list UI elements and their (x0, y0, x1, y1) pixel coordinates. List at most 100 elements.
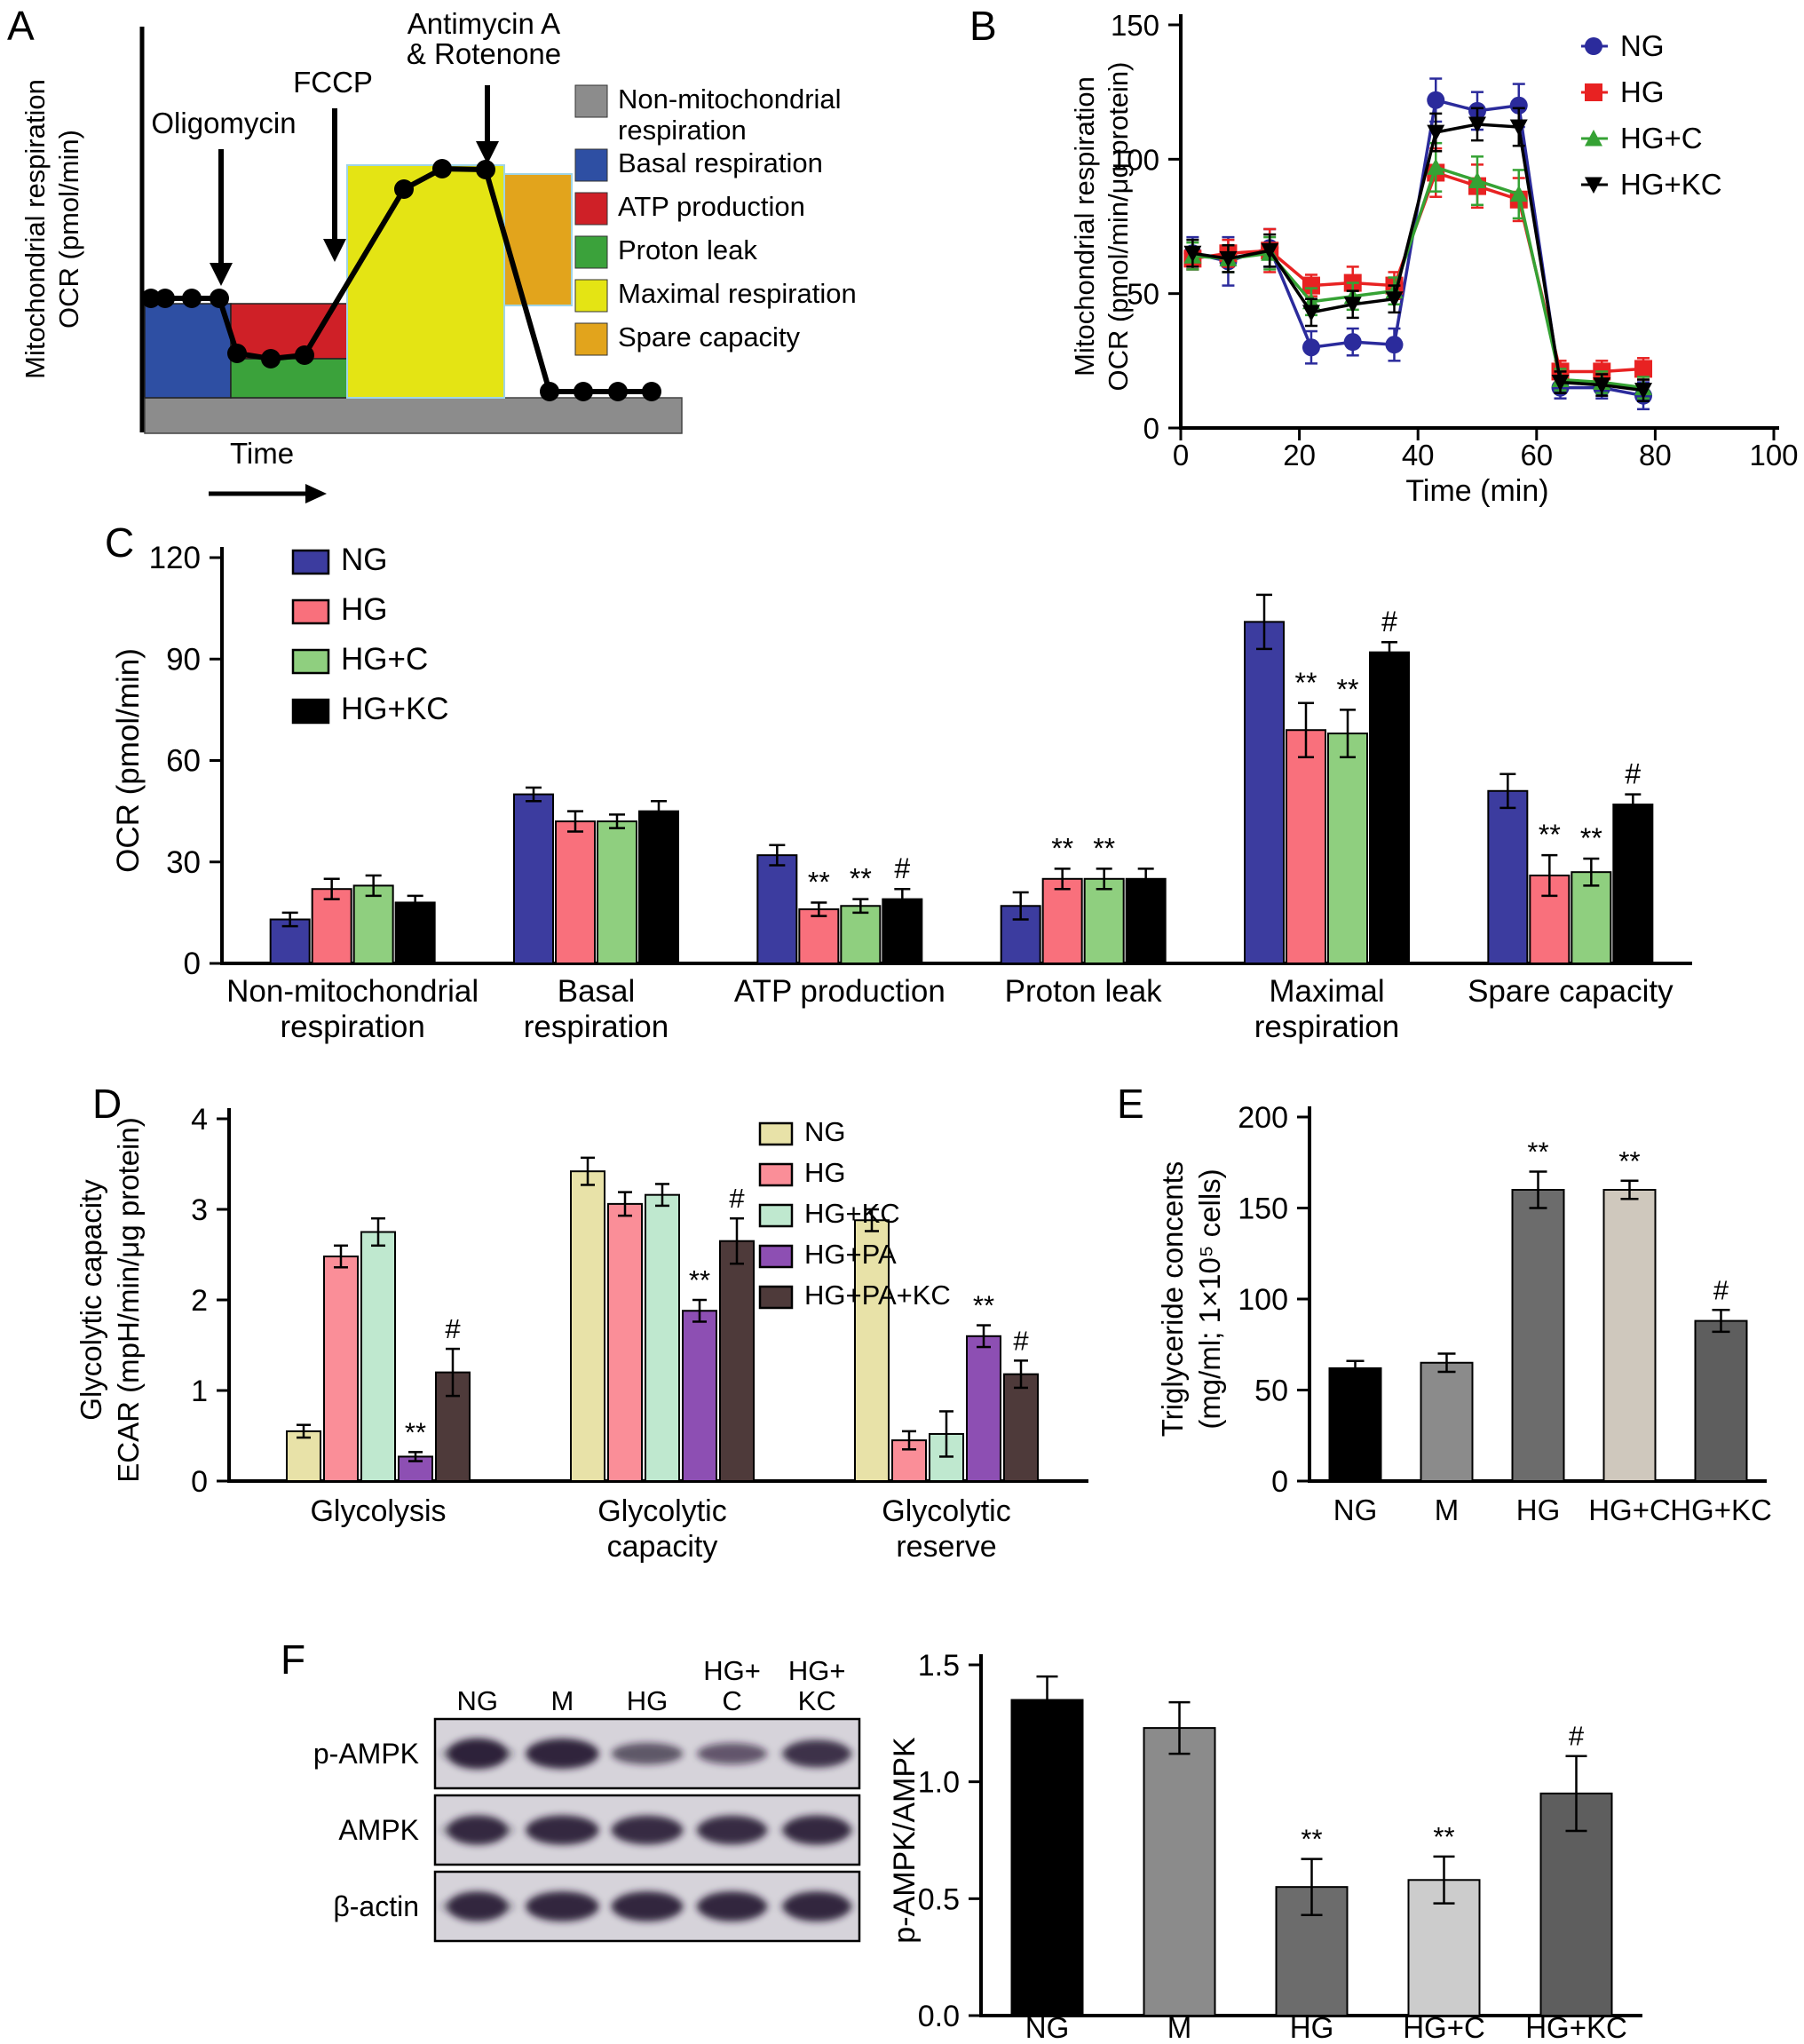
svg-text:**: ** (1301, 1824, 1322, 1855)
svg-text:NG: NG (1620, 29, 1665, 62)
svg-text:M: M (550, 1685, 574, 1716)
panel-b-line-chart: 0 50 100 150 0 20 40 60 80 100 Mitochondrial respi… (959, 0, 1804, 511)
svg-text:HG+C: HG+C (1620, 122, 1703, 154)
svg-text:**: ** (850, 863, 872, 895)
svg-text:Non-mitochondrial: Non-mitochondrial (618, 83, 842, 115)
svg-text:HG+KC: HG+KC (804, 1198, 900, 1229)
svg-text:80: 80 (1639, 439, 1672, 471)
svg-text:#: # (729, 1183, 745, 1214)
svg-text:**: ** (689, 1264, 710, 1295)
panel-label-c: C (105, 519, 135, 566)
panel-label-f: F (281, 1636, 306, 1683)
svg-text:200: 200 (1238, 1101, 1288, 1135)
svg-text:100: 100 (1111, 143, 1159, 176)
svg-text:0: 0 (1173, 439, 1189, 471)
svg-text:M: M (1167, 2011, 1192, 2044)
panel-c-bar-chart: 0 30 60 90 120 OCR (pmol/min) Non-mitochondria… (50, 515, 1754, 1070)
svg-text:1: 1 (191, 1375, 208, 1408)
svg-text:OCR (pmol/min/μg protein): OCR (pmol/min/μg protein) (1103, 61, 1134, 391)
svg-text:120: 120 (149, 541, 201, 575)
svg-text:4: 4 (191, 1103, 208, 1137)
svg-text:**: ** (405, 1416, 426, 1447)
svg-text:respiration: respiration (524, 1010, 669, 1044)
svg-text:Oligomycin: Oligomycin (151, 107, 296, 139)
svg-text:Triglyceride concents: Triglyceride concents (1156, 1161, 1189, 1438)
panel-label-d: D (92, 1081, 123, 1127)
line-chart-svg: 0 50 100 150 0 20 40 60 80 100 Mitochondrial respi… (1069, 9, 1799, 508)
svg-text:respiration: respiration (618, 115, 747, 146)
svg-text:**: ** (1618, 1145, 1640, 1176)
svg-text:ECAR (mpH/min/μg protein): ECAR (mpH/min/μg protein) (112, 1117, 145, 1482)
svg-text:β-actin: β-actin (333, 1890, 419, 1922)
svg-text:**: ** (1337, 673, 1359, 705)
svg-text:Non-mitochondrial: Non-mitochondrial (226, 974, 479, 1009)
svg-text:HG: HG (1516, 1493, 1561, 1526)
panel-a-schematic: Mitochondrial respiration OCR (pmol/min) O… (0, 0, 959, 511)
bar-chart-svg: 0 50 100 150 200 Triglyceride concents (mg/ml;… (1156, 1101, 1772, 1526)
svg-text:2: 2 (191, 1284, 208, 1318)
svg-text:Spare capacity: Spare capacity (618, 321, 801, 353)
svg-text:20: 20 (1283, 439, 1316, 471)
svg-text:90: 90 (166, 642, 201, 677)
svg-text:KC: KC (798, 1685, 836, 1716)
svg-text:**: ** (1539, 819, 1561, 851)
svg-text:#: # (1013, 1325, 1029, 1356)
svg-text:#: # (1381, 606, 1397, 638)
svg-text:30: 30 (166, 845, 201, 880)
svg-text:#: # (1713, 1274, 1729, 1305)
svg-text:Glycolysis: Glycolysis (310, 1494, 446, 1528)
svg-text:& Rotenone: & Rotenone (407, 37, 561, 70)
svg-text:HG+C: HG+C (1403, 2011, 1485, 2044)
svg-text:1.5: 1.5 (918, 1649, 960, 1683)
panel-d-bar-chart: 0 1 2 3 4 Glycolytic capacity ECAR (mpH/min/μg… (50, 1079, 1115, 1622)
svg-text:Time: Time (230, 437, 294, 470)
svg-text:HG: HG (627, 1685, 669, 1716)
svg-text:#: # (894, 852, 910, 884)
svg-text:**: ** (1051, 832, 1073, 864)
svg-text:0: 0 (1143, 412, 1159, 445)
svg-text:**: ** (973, 1290, 994, 1321)
svg-text:HG+KC: HG+KC (1620, 168, 1722, 201)
svg-text:150: 150 (1238, 1192, 1288, 1226)
panel-label-a: A (7, 3, 35, 49)
svg-text:HG+: HG+ (788, 1655, 846, 1686)
svg-text:ATP production: ATP production (734, 974, 946, 1009)
svg-text:**: ** (1093, 832, 1115, 864)
svg-text:HG: HG (341, 592, 388, 627)
svg-text:**: ** (1527, 1137, 1548, 1168)
svg-text:Time (min): Time (min) (1405, 474, 1548, 508)
svg-text:1.0: 1.0 (918, 1766, 960, 1800)
svg-text:0.5: 0.5 (918, 1882, 960, 1916)
svg-text:FCCP: FCCP (293, 66, 373, 99)
svg-text:p-AMPK/AMPK: p-AMPK/AMPK (888, 1737, 922, 1944)
svg-text:respiration: respiration (280, 1010, 424, 1044)
svg-text:40: 40 (1402, 439, 1435, 471)
svg-text:HG+KC: HG+KC (1670, 1493, 1772, 1526)
svg-text:0: 0 (1271, 1465, 1288, 1499)
svg-text:50: 50 (1127, 278, 1159, 311)
svg-text:Basal respiration: Basal respiration (618, 147, 823, 178)
svg-text:respiration: respiration (1254, 1010, 1399, 1044)
svg-text:NG: NG (341, 543, 388, 577)
svg-text:capacity: capacity (607, 1530, 718, 1564)
svg-text:Glycolytic: Glycolytic (882, 1494, 1010, 1528)
svg-text:3: 3 (191, 1193, 208, 1227)
panel-e-bar-chart: 0 50 100 150 200 Triglyceride concents (mg/ml;… (1119, 1079, 1804, 1622)
bar-chart-svg: 0.0 0.5 1.0 1.5 p-AMPK/AMPK NG M ** HG ** HG+C # HG+… (888, 1649, 1642, 2044)
svg-text:HG+KC: HG+KC (1525, 2011, 1627, 2044)
svg-text:reserve: reserve (896, 1530, 996, 1564)
svg-text:HG+PA: HG+PA (804, 1239, 897, 1270)
svg-text:**: ** (808, 866, 830, 898)
svg-text:ATP production: ATP production (618, 191, 805, 222)
svg-text:NG: NG (804, 1116, 846, 1147)
svg-text:0: 0 (191, 1465, 208, 1499)
bar-chart-svg: 0 30 60 90 120 OCR (pmol/min) Non-mitochondria… (111, 541, 1692, 1044)
panel-label-e: E (1117, 1081, 1144, 1127)
svg-text:150: 150 (1111, 9, 1159, 42)
svg-text:50: 50 (1254, 1375, 1288, 1408)
svg-text:Glycolytic: Glycolytic (597, 1494, 726, 1528)
svg-text:HG+C: HG+C (341, 642, 428, 677)
svg-text:Proton leak: Proton leak (1005, 974, 1163, 1009)
svg-text:OCR (pmol/min): OCR (pmol/min) (53, 130, 84, 329)
